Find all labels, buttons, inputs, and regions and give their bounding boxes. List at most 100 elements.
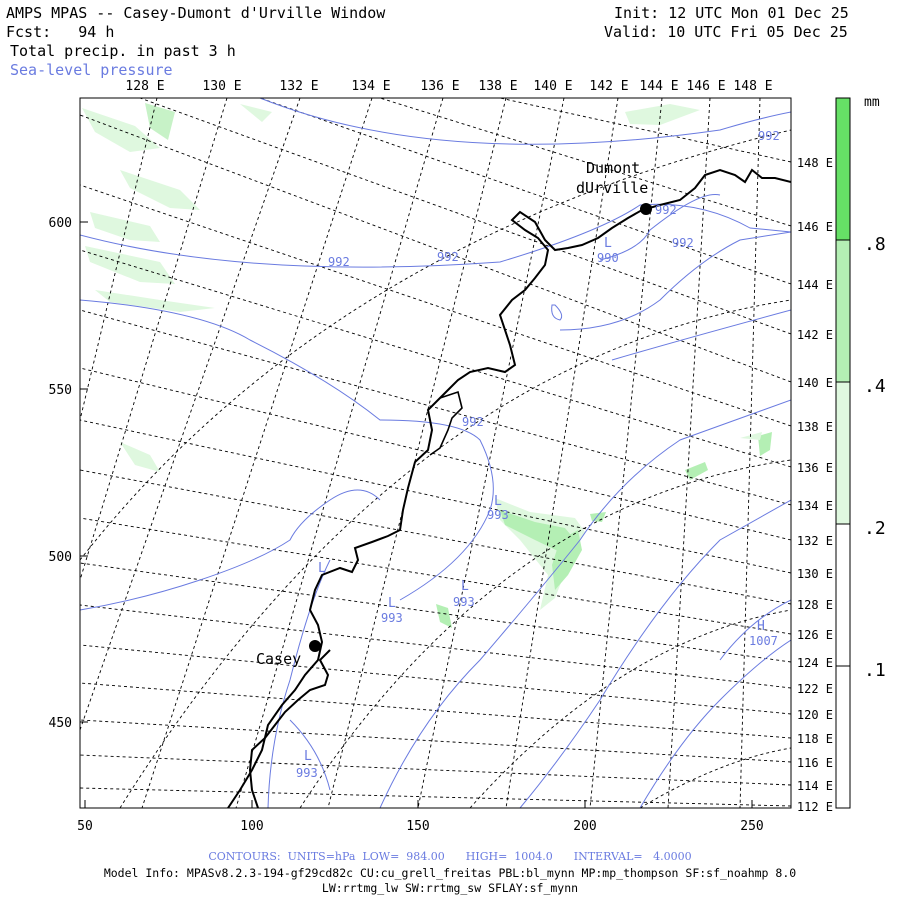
contour-label: 992 <box>462 415 484 429</box>
legend-unit: mm <box>864 95 880 110</box>
station-marker <box>309 640 321 652</box>
pressure-contour <box>519 499 791 808</box>
legend-frame <box>835 97 851 809</box>
coastline <box>429 390 463 456</box>
pressure-contour <box>719 599 791 661</box>
precip-area <box>500 510 575 552</box>
meridian-line <box>499 98 791 163</box>
station-label: Dumont <box>586 159 640 177</box>
top-axis-label: 138 E <box>478 79 517 94</box>
left-axis: 600 550 500 450 <box>49 216 72 731</box>
legend-level: .1 <box>864 660 886 681</box>
precip-area <box>625 104 700 125</box>
pressure-contour <box>559 231 791 331</box>
field-name: Total precip. in past 3 h <box>10 42 236 60</box>
left-axis-ticks <box>80 221 753 808</box>
contour-label: 992 <box>437 250 459 264</box>
precip-area <box>436 604 452 628</box>
pressure-contour <box>267 559 331 808</box>
right-axis-label: 132 E <box>797 534 833 548</box>
bottom-axis: 50 100 150 200 250 <box>77 819 764 834</box>
parallel-line <box>469 609 791 808</box>
meridian-line <box>80 644 791 715</box>
meridian-line <box>80 517 791 635</box>
station-marker <box>640 203 652 215</box>
left-axis-label: 450 <box>49 716 72 731</box>
top-axis-label: 146 E <box>686 79 725 94</box>
meridian-line <box>80 754 791 786</box>
precip-area <box>120 442 160 472</box>
pressure-contour <box>80 299 494 601</box>
top-axis-label: 148 E <box>733 79 772 94</box>
right-axis-label: 146 E <box>797 220 833 234</box>
top-axis-label: 142 E <box>589 79 628 94</box>
bottom-axis-label: 50 <box>77 819 93 834</box>
contour-label: 993 <box>453 595 475 609</box>
meridian-line <box>589 98 663 808</box>
parallel-line <box>80 129 791 561</box>
top-axis-label: 128 E <box>125 79 164 94</box>
meridian-line <box>327 98 507 808</box>
meridian-line <box>80 682 791 739</box>
top-axis-label: 132 E <box>279 79 318 94</box>
overlay-name: Sea-level pressure <box>10 61 173 79</box>
right-axis-label: 136 E <box>797 461 833 475</box>
right-axis-label: 130 E <box>797 567 833 581</box>
legend-level: .2 <box>864 518 886 539</box>
contour-label: 1007 <box>749 634 778 648</box>
right-axis-label: 116 E <box>797 756 833 770</box>
precip-area <box>145 103 175 140</box>
bottom-axis-label: 250 <box>740 819 763 834</box>
right-axis-label: 120 E <box>797 708 833 722</box>
pressure-contour <box>599 193 721 261</box>
right-axis-label: 148 E <box>797 156 833 170</box>
meridian-line <box>80 719 791 763</box>
pressure-contour <box>80 203 791 268</box>
right-axis-label: 112 E <box>797 800 833 814</box>
contour-info: CONTOURS: UNITS=hPa LOW= 984.00 HIGH= 10… <box>208 850 692 863</box>
right-axis-label: 144 E <box>797 278 833 292</box>
left-axis-label: 600 <box>49 216 72 231</box>
legend-swatch-none <box>836 666 850 808</box>
meridian-line <box>80 184 791 427</box>
map-title: AMPS MPAS -- Casey-Dumont d'Urville Wind… <box>6 4 386 22</box>
right-axis-label: 138 E <box>797 420 833 434</box>
left-axis-label: 500 <box>49 550 72 565</box>
precip-area <box>740 432 762 440</box>
meridian-line <box>259 98 791 285</box>
low-center: L <box>388 596 396 611</box>
meridian-line <box>80 604 791 689</box>
graticule-right <box>80 98 791 807</box>
low-center: L <box>461 579 469 594</box>
contour-label: 992 <box>655 203 677 217</box>
pressure-contour <box>551 304 563 321</box>
pressure-contour <box>259 98 791 145</box>
right-axis-label: 118 E <box>797 732 833 746</box>
right-axis-label: 126 E <box>797 628 833 642</box>
meridian-line <box>739 98 761 808</box>
forecast-hour: Fcst: 94 h <box>6 23 115 41</box>
parallel-line <box>299 459 791 808</box>
precip-area <box>240 104 272 122</box>
contour-label: 993 <box>296 766 318 780</box>
high-center: H <box>757 619 765 634</box>
pressure-contour <box>379 399 791 808</box>
meridian-line <box>80 309 791 506</box>
meridian-line <box>139 98 791 335</box>
right-axis-label: 134 E <box>797 499 833 513</box>
bottom-axis-label: 100 <box>240 819 263 834</box>
model-info: Model Info: MPASv8.2.3-194-gf29cd82c CU:… <box>103 866 797 880</box>
precip-legend: mm .8 .4 .2 .1 <box>835 95 886 809</box>
meridian-line <box>80 249 791 468</box>
right-axis-label: 142 E <box>797 328 833 342</box>
pressure-centers: L L L L L L H <box>304 236 765 764</box>
pressure-contour <box>289 719 331 791</box>
top-axis-label: 136 E <box>420 79 459 94</box>
low-center: L <box>604 236 612 251</box>
legend-level: .4 <box>864 376 886 397</box>
top-axis: 128 E 130 E 132 E 134 E 136 E 138 E 140 … <box>125 79 772 94</box>
top-axis-label: 140 E <box>533 79 572 94</box>
meridian-line <box>80 787 791 807</box>
parallel-line <box>639 747 791 808</box>
meridian-line <box>80 469 791 605</box>
